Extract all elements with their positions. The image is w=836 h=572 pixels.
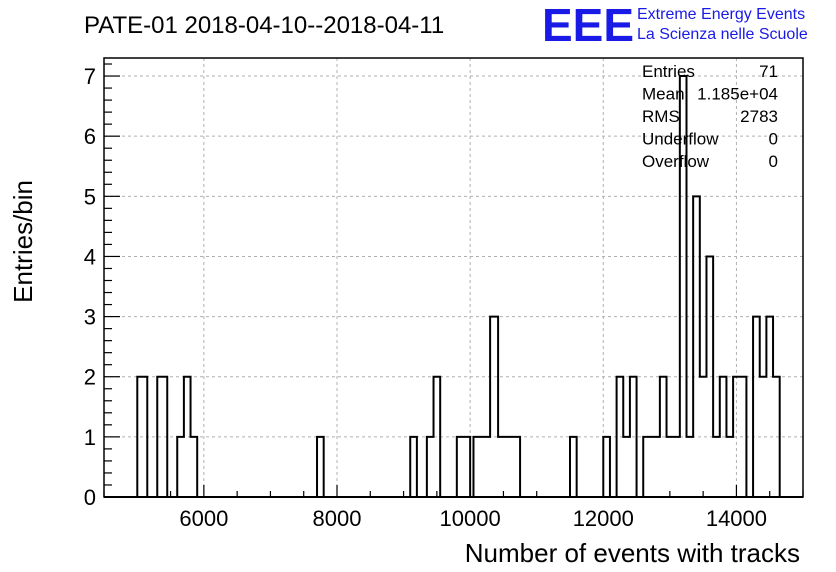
y-tick-label: 6	[84, 124, 96, 149]
x-tick-label: 8000	[313, 506, 362, 531]
stats-label: RMS	[642, 107, 680, 126]
stats-value: 0	[769, 130, 778, 149]
eee-logo-line2: La Scienza nelle Scuole	[637, 26, 808, 43]
eee-logo-mark: EEE	[542, 0, 634, 51]
stats-label: Entries	[642, 62, 695, 81]
chart-title: PATE-01 2018-04-10--2018-04-11	[84, 12, 444, 39]
y-tick-label: 2	[84, 365, 96, 390]
y-tick-label: 4	[84, 244, 96, 269]
stats-value: 1.185e+04	[697, 85, 778, 104]
y-tick-label: 7	[84, 64, 96, 89]
stats-label: Overflow	[642, 152, 710, 171]
stats-label: Underflow	[642, 130, 719, 149]
x-tick-label: 6000	[179, 506, 228, 531]
stats-label: Mean	[642, 85, 685, 104]
y-axis-ticks: 0 1 2 3 4 5 6 7	[84, 63, 120, 510]
y-axis-label: Entries/bin	[8, 180, 38, 303]
x-tick-label: 10000	[440, 506, 501, 531]
stats-value: 0	[769, 152, 778, 171]
x-tick-label: 14000	[706, 506, 767, 531]
x-axis-ticks: 6000 8000 10000 12000 14000	[103, 485, 804, 531]
eee-logo-line1: Extreme Energy Events	[637, 6, 805, 23]
stats-value: 71	[759, 62, 778, 81]
stats-value: 2783	[740, 107, 778, 126]
y-tick-label: 1	[84, 425, 96, 450]
y-tick-label: 5	[84, 184, 96, 209]
y-tick-label: 0	[84, 485, 96, 510]
x-tick-label: 12000	[573, 506, 634, 531]
y-tick-label: 3	[84, 305, 96, 330]
plot-frame	[103, 57, 804, 498]
eee-logo: EEE Extreme Energy Events La Scienza nel…	[542, 0, 808, 51]
x-axis-label: Number of events with tracks	[465, 538, 800, 568]
statistics-box: Entries 71 Mean 1.185e+04 RMS 2783 Underflow 0 O…	[642, 62, 778, 171]
